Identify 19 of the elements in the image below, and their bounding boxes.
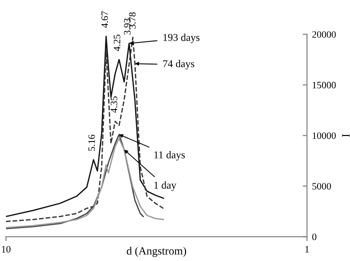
annotation: 4.25 <box>114 34 120 52</box>
x-tick-label: 1 <box>305 246 309 252</box>
y-tick-label: 10000 <box>312 132 336 139</box>
text: 193 days <box>163 34 200 44</box>
y-axis-title: I <box>342 134 350 137</box>
y-tick-label: 20000 <box>312 31 336 38</box>
annotation: 5.16 <box>88 134 95 151</box>
y-tick-label: 5000 <box>312 183 331 190</box>
text: 11 days <box>154 151 185 160</box>
x-tick-label: 10 <box>2 246 10 253</box>
annotation: 4.67 <box>101 11 108 28</box>
y-tick-label: 15000 <box>312 82 336 88</box>
x-axis-title: d (Angstrom) <box>126 246 186 257</box>
annotation: 3.78 <box>129 12 136 29</box>
series-label: 1 day <box>154 181 176 191</box>
text: 74 days <box>163 60 194 70</box>
annotation: 3.93 <box>124 18 131 35</box>
y-tick-label: 0 <box>312 234 316 240</box>
annotation: 4.35 <box>110 96 118 113</box>
